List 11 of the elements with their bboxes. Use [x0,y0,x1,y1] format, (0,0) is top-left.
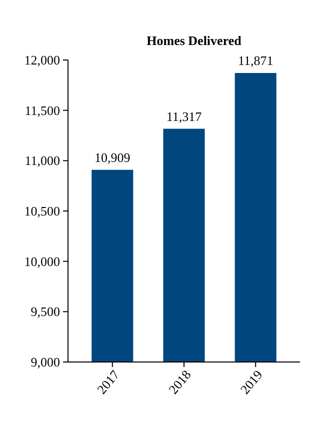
y-tick-label: 10,000 [24,254,60,269]
y-tick-label: 11,000 [24,153,60,168]
y-tick-label: 12,000 [24,52,60,68]
y-tick-label: 9,500 [30,304,60,320]
data-label: 11,317 [166,108,202,124]
y-tick-label: 9,000 [30,354,60,370]
y-tick-label: 10,500 [24,204,60,219]
data-label: 10,909 [94,150,130,165]
data-label: 11,871 [238,52,274,68]
y-tick-label: 11,500 [24,102,60,118]
chart-title: Homes Delivered [146,33,242,48]
